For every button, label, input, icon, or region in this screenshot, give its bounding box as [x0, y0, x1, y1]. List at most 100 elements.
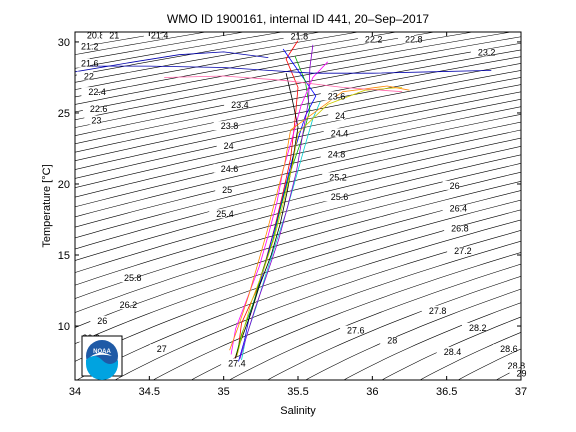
density-contour-label: 25.4	[216, 209, 234, 219]
density-contour-label: 29	[517, 368, 527, 378]
density-label-background	[82, 104, 99, 114]
density-contour-line	[560, 25, 576, 387]
density-contour-label: 24	[224, 141, 234, 151]
density-contour-line	[75, 84, 521, 179]
density-contour-label: 22	[84, 71, 94, 81]
density-contour-label: 24.6	[221, 164, 239, 174]
density-label-background	[209, 209, 226, 219]
density-label-background	[81, 87, 98, 97]
density-contour-line	[75, 77, 521, 170]
x-tick-label: 36.5	[436, 386, 457, 398]
profile-line-9	[75, 65, 492, 74]
profile-line-10	[75, 51, 269, 73]
density-label-background	[112, 300, 129, 310]
density-contour-line	[75, 209, 521, 362]
density-contour-label: 23.6	[328, 91, 346, 101]
density-contour-line	[75, 32, 475, 105]
y-tick-label: 10	[58, 321, 70, 333]
density-contour-line	[522, 25, 576, 387]
density-contour-label: 27.2	[454, 246, 472, 256]
density-label-background	[143, 30, 160, 40]
density-contour-label: 21.6	[81, 59, 99, 69]
density-contour-label: 26.4	[450, 204, 468, 214]
y-tick-label: 25	[58, 108, 70, 120]
density-label-background	[73, 58, 90, 68]
density-contour-line	[75, 32, 513, 113]
density-contour-line	[75, 171, 521, 299]
density-label-background	[340, 325, 357, 335]
density-contour-line	[75, 106, 521, 208]
density-contour-line	[75, 70, 521, 162]
density-label-background	[322, 172, 339, 182]
density-label-background	[421, 305, 438, 315]
density-contour-label: 28	[387, 336, 397, 346]
density-contour-line	[75, 32, 437, 98]
density-contour-label: 28.8	[508, 361, 526, 371]
density-label-background	[323, 128, 340, 138]
y-tick-label: 15	[58, 250, 70, 262]
density-contour-label: 22.8	[405, 35, 423, 45]
density-contour-label: 26	[97, 316, 107, 326]
density-contour-line	[190, 252, 521, 380]
density-contour-line	[343, 302, 521, 380]
density-contour-line	[76, 219, 521, 380]
density-contour-label: 22.2	[365, 35, 383, 45]
density-label-background	[398, 34, 415, 44]
y-tick-label: 20	[58, 179, 70, 191]
density-contour-line	[381, 316, 521, 380]
density-label-background	[283, 31, 300, 41]
density-contour-label: 25.8	[124, 273, 142, 283]
noaa-logo-wave	[86, 356, 118, 380]
density-contour-label: 26.2	[120, 300, 138, 310]
density-contour-label: 27.8	[429, 306, 447, 316]
noaa-logo-bird-icon	[90, 352, 112, 357]
profile-line-5	[233, 73, 299, 364]
density-label-background	[461, 322, 478, 332]
density-contour-line	[266, 275, 521, 380]
density-label-background	[216, 141, 233, 151]
density-contour-label: 23	[91, 115, 101, 125]
density-label-background	[224, 99, 241, 109]
density-label-background	[320, 149, 337, 159]
x-tick-label: 36	[366, 386, 378, 398]
density-label-background	[117, 273, 134, 283]
density-label-background	[102, 30, 119, 40]
profile-line-7	[229, 85, 410, 351]
density-label-background	[215, 185, 232, 195]
density-label-background	[509, 368, 526, 378]
density-contour-line	[75, 163, 521, 286]
density-label-background	[328, 111, 345, 121]
x-tick-label: 35.5	[287, 386, 308, 398]
density-contour-label: 27	[157, 344, 167, 354]
density-contour-line	[75, 154, 521, 273]
density-contour-label: 27.4	[228, 358, 246, 368]
density-label-background	[79, 30, 96, 40]
density-label-background	[90, 315, 107, 325]
density-contour-label: 23.2	[478, 47, 496, 57]
profile-line-3	[230, 61, 328, 355]
density-contour-label: 28.6	[500, 344, 518, 354]
density-label-background	[447, 246, 464, 256]
density-label-background	[442, 203, 459, 213]
density-contour-line	[75, 129, 521, 239]
density-contour-line	[305, 288, 521, 380]
density-contour-line	[152, 240, 521, 380]
chart-title: WMO ID 1900161, internal ID 441, 20–Sep–…	[167, 12, 429, 26]
density-label-background	[76, 71, 93, 81]
density-label-background	[357, 34, 374, 44]
density-label-background	[436, 347, 453, 357]
density-contour-label: 26.8	[451, 223, 469, 233]
density-contour-label: 25.2	[329, 172, 347, 182]
density-contour-label: 22.4	[88, 87, 106, 97]
density-contour-label: 24.4	[331, 128, 349, 138]
density-contour-line	[75, 121, 521, 228]
density-contour-label: 25	[222, 185, 232, 195]
density-label-background	[493, 344, 510, 354]
density-label-background	[73, 41, 90, 51]
profile-line-8	[239, 44, 314, 359]
y-axis-ticks: 10 15 20 25 30	[58, 37, 521, 333]
density-label-background	[213, 163, 230, 173]
density-contour-label: 27.6	[347, 326, 365, 336]
density-contour-line	[75, 190, 521, 328]
